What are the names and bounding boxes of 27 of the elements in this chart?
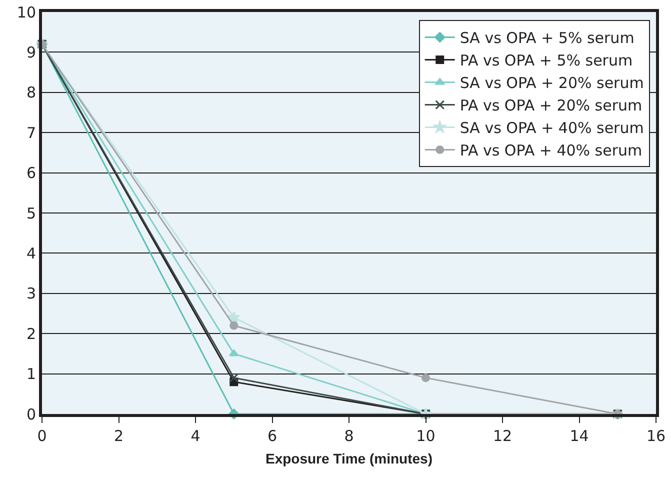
x-tick-label: 0	[37, 427, 47, 445]
x-tick-label: 14	[570, 427, 589, 445]
x-tick-label: 16	[646, 427, 666, 445]
legend-label: SA vs OPA + 20% serum	[460, 74, 644, 92]
x-tick-label: 12	[492, 427, 512, 445]
legend-label: PA vs OPA + 20% serum	[460, 96, 642, 115]
y-tick-label: 9	[26, 43, 36, 62]
y-tick-label: 10	[16, 3, 36, 22]
legend-label: PA vs OPA + 40% serum	[460, 142, 642, 160]
x-tick-label: 4	[190, 427, 200, 445]
legend-label: SA vs OPA + 5% serum	[460, 29, 634, 48]
y-tick-label: 5	[26, 204, 36, 222]
y-tick-label: 2	[26, 324, 36, 343]
legend-label: PA vs OPA + 5% serum	[460, 52, 633, 70]
x-tick-label: 10	[416, 427, 436, 445]
x-tick-label: 6	[267, 427, 278, 445]
y-tick-label: 7	[26, 124, 36, 142]
x-tick-label: 2	[114, 427, 124, 445]
y-tick-label: 8	[26, 84, 36, 102]
y-tick-label: 1	[26, 365, 36, 384]
y-tick-label: 0	[26, 405, 36, 424]
y-tick-label: 4	[26, 244, 36, 262]
x-tick-label: 8	[344, 427, 354, 445]
x-axis-title: Exposure Time (minutes)	[265, 450, 433, 466]
y-tick-label: 6	[26, 164, 36, 182]
y-tick-label: 3	[26, 284, 36, 303]
legend-label: SA vs OPA + 40% serum	[460, 119, 644, 138]
